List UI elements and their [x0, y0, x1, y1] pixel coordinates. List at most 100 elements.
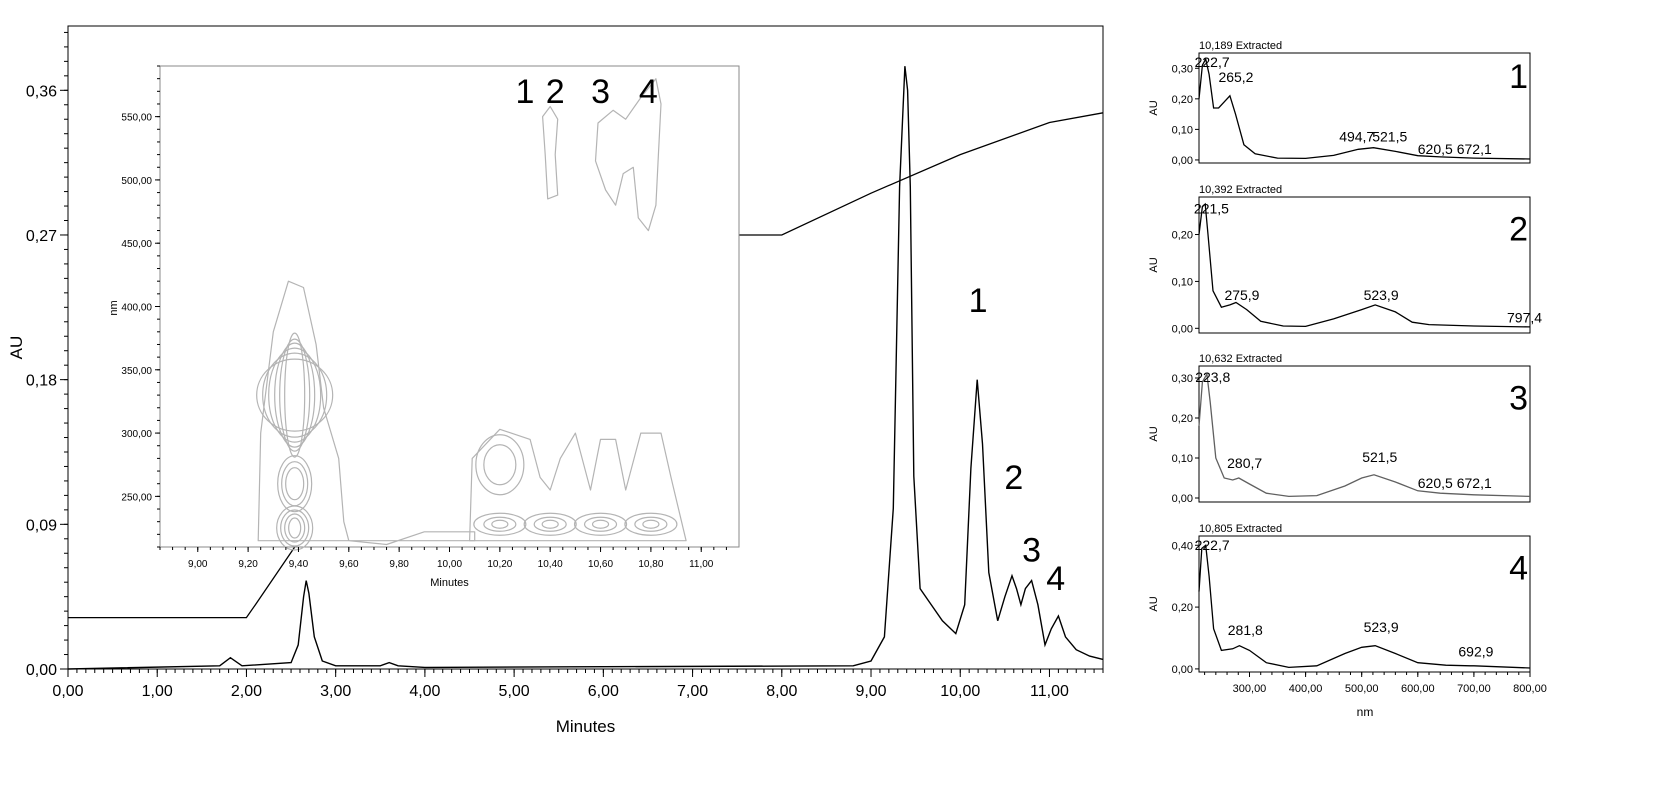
inset-peak-label-1: 1 [516, 73, 535, 111]
spectrum-peak-label: 222,7 [1195, 54, 1230, 70]
contour-ring-band [634, 516, 668, 532]
spectrum-title: 10,392 Extracted [1199, 184, 1282, 196]
inset-plot-frame [159, 65, 740, 548]
contour-inset: 9,00 9,20 9,40 9,60 9,80 10,00 10,20 10,40 10,60… [108, 65, 740, 589]
main-x-axis-label: Minutes [556, 717, 616, 736]
x-tick-label: 7,00 [677, 683, 708, 700]
spectrum-y-tick-label: 0,30 [1172, 373, 1193, 385]
y-tick-label: 0,09 [26, 517, 57, 534]
spectrum-peak-label: 521,5 [1362, 449, 1397, 465]
contour-peaks-3-4 [594, 78, 662, 232]
spectrum-line [1198, 371, 1531, 498]
spectrum-panel-number: 4 [1509, 550, 1528, 588]
spectrum-panel-number: 2 [1509, 211, 1528, 249]
spectrum-panel-3: 10,632 Extracted AU 0,00 0,10 0,20 0,30 223,8 2… [1148, 353, 1531, 505]
spectrum-peak-label: 620,5 [1418, 475, 1453, 491]
spectra-x-tick-label: 300,00 [1233, 683, 1267, 695]
contour-ring-9-40-base [276, 505, 314, 551]
spectrum-y-tick-label: 0,10 [1172, 124, 1193, 136]
contour-ring-band [483, 516, 517, 532]
spectrum-line [1198, 544, 1531, 669]
x-tick-label: 9,00 [855, 683, 886, 700]
chromatogram-line [67, 66, 1104, 670]
spectrum-y-axis-label: AU [1148, 257, 1160, 272]
main-peak-labels: 1 2 34 [969, 282, 1066, 598]
contour-ring-band [573, 512, 628, 536]
contour-ring-band [541, 519, 559, 529]
spectra-x-tick-label: 700,00 [1457, 683, 1491, 695]
inset-peak-label-2: 2 [546, 73, 565, 111]
contour-ring-9-40-low [285, 467, 305, 501]
inset-x-tick-label: 9,40 [289, 559, 309, 570]
spectrum-title: 10,805 Extracted [1199, 523, 1282, 535]
spectrum-frame [1198, 196, 1531, 334]
contour-outer-9-40 [257, 280, 476, 546]
spectrum-y-tick-label: 0,20 [1172, 94, 1193, 106]
spectrum-y-tick-label: 0,00 [1172, 664, 1193, 676]
x-tick-label: 4,00 [409, 683, 440, 700]
spectrum-y-tick-label: 0,00 [1172, 155, 1193, 167]
spectrum-line [1198, 202, 1530, 328]
x-tick-label: 1,00 [142, 683, 173, 700]
inset-x-tick-label: 10,40 [538, 559, 563, 570]
inset-y-tick-label: 450,00 [121, 239, 152, 250]
inset-y-tick-label: 500,00 [121, 176, 152, 187]
y-tick-label: 0,27 [26, 228, 57, 245]
inset-x-tick-label: 9,20 [238, 559, 258, 570]
contour-ring-band [523, 512, 577, 536]
x-tick-label: 2,00 [231, 683, 262, 700]
contour-ring-band [473, 512, 527, 536]
contour-ring-band [533, 516, 567, 532]
peak-label-1: 1 [969, 282, 988, 320]
inset-y-tick-label: 250,00 [121, 492, 152, 503]
inset-y-axis-label: nm [108, 300, 120, 315]
spectrum-panel-number: 1 [1509, 58, 1528, 96]
spectrum-peak-label: 494,7 [1339, 129, 1374, 145]
x-tick-label: 10,00 [940, 683, 980, 700]
spectrum-frame [1198, 535, 1531, 673]
inset-y-tick-label: 300,00 [121, 429, 152, 440]
contour-ring-9-40 [268, 347, 322, 443]
spectrum-frame [1198, 365, 1531, 503]
x-tick-label: 6,00 [588, 683, 619, 700]
contour-ring-9-40-base [288, 517, 302, 539]
inset-x-tick-label: 9,60 [339, 559, 359, 570]
inset-x-tick-label: 10,60 [588, 559, 613, 570]
inset-peak-label-3: 3 [591, 73, 610, 111]
inset-axes: 9,00 9,20 9,40 9,60 9,80 10,00 10,20 10,40 10,60… [121, 65, 727, 570]
spectrum-y-tick-label: 0,20 [1172, 230, 1193, 242]
spectrum-y-tick-label: 0,10 [1172, 276, 1193, 288]
spectra-x-tick-label: 800,00 [1513, 683, 1547, 695]
y-tick-label: 0,18 [26, 373, 57, 390]
x-tick-label: 11,00 [1030, 683, 1069, 700]
spectrum-peak-label: 692,9 [1458, 644, 1493, 660]
spectrum-y-tick-label: 0,40 [1172, 540, 1193, 552]
inset-x-axis-label: Minutes [430, 577, 469, 589]
spectrum-peak-label: 523,9 [1364, 287, 1399, 303]
contour-ring-10-20 [483, 444, 517, 486]
inset-y-tick-label: 350,00 [121, 366, 152, 377]
main-chart: 0,00 1,00 2,00 3,00 4,00 5,00 6,00 7,00 8,00 9,00… [7, 25, 1104, 736]
x-tick-label: 0,00 [52, 683, 83, 700]
spectra-x-axis-label: nm [1357, 705, 1374, 719]
x-tick-label: 3,00 [320, 683, 351, 700]
contour-ring-9-40-base [284, 513, 306, 543]
inset-x-tick-label: 9,80 [389, 559, 409, 570]
spectrum-panel-1: 10,189 Extracted AU 0,00 0,10 0,20 0,30 222,72… [1148, 40, 1531, 167]
inset-x-tick-label: 9,00 [188, 559, 208, 570]
spectrum-y-tick-label: 0,30 [1172, 63, 1193, 75]
peak-label-3: 3 [1022, 531, 1041, 569]
contour-ring-9-40 [262, 352, 328, 438]
spectra-x-tick-label: 400,00 [1289, 683, 1323, 695]
contour-ring-band [642, 519, 660, 529]
x-tick-label: 8,00 [766, 683, 797, 700]
spectrum-panel-4: 10,805 Extracted AU 0,00 0,20 0,40 222,7 281,8… [1148, 523, 1531, 676]
main-axes: 0,00 1,00 2,00 3,00 4,00 5,00 6,00 7,00 8,00 9,00… [26, 31, 1104, 700]
y-tick-label: 0,00 [26, 662, 57, 679]
inset-y-tick-label: 550,00 [121, 113, 152, 124]
spectrum-frame [1198, 52, 1531, 164]
spectrum-peak-label: 797,4 [1507, 310, 1542, 326]
spectrum-title: 10,189 Extracted [1199, 40, 1282, 52]
